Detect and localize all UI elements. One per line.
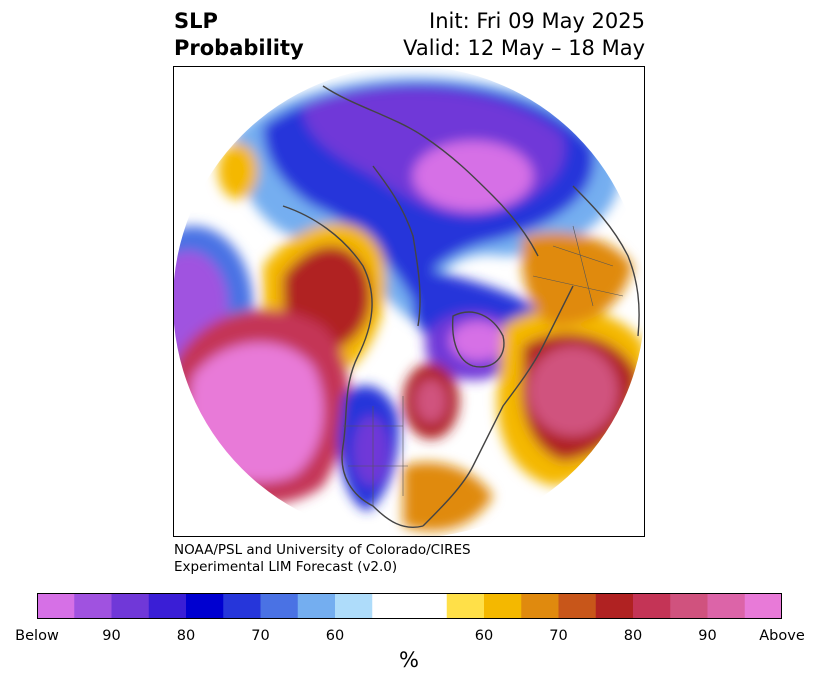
above-normal-pacific — [189, 342, 324, 482]
colorbar-bin — [372, 593, 448, 619]
colorbar-tick-label: 80 — [176, 628, 196, 644]
colorbar-tick-label: 90 — [102, 628, 121, 644]
colorbar-bin — [260, 593, 299, 619]
colorbar-tick-label: Above — [759, 628, 805, 644]
colorbar-tick-label: 60 — [474, 628, 494, 644]
below-normal-hudson-core — [450, 321, 506, 361]
colorbar-bin — [484, 593, 522, 619]
colorbar-bin — [744, 593, 782, 619]
colorbar-tick-label: 60 — [325, 628, 345, 644]
borders — [343, 225, 624, 506]
title-variable: SLP — [174, 9, 218, 33]
colorbar-tick-label: 80 — [623, 628, 643, 644]
colorbar-bin — [633, 593, 671, 619]
colorbar-bin — [707, 593, 746, 619]
above-normal-great-lakes-core — [415, 379, 447, 423]
coastlines — [282, 85, 640, 528]
below-normal-na-trough-core — [353, 416, 389, 486]
credit: NOAA/PSL and University of Colorado/CIRE… — [174, 542, 471, 576]
colorbar-tick-label: 90 — [698, 628, 717, 644]
colorbar-tick-label: Below — [15, 628, 59, 644]
colorbar-bin — [558, 593, 597, 619]
colorbar-bin — [111, 593, 150, 619]
colorbar-bin — [297, 593, 336, 619]
colorbar — [37, 593, 782, 619]
above-normal-atlantic-core — [528, 346, 618, 436]
probability-field — [173, 66, 645, 537]
credit-model: Experimental LIM Forecast (v2.0) — [174, 559, 398, 575]
colorbar-bin — [446, 593, 485, 619]
above-normal-europe — [521, 232, 633, 326]
colorbar-unit: % — [399, 648, 419, 672]
colorbar-bin — [74, 593, 112, 619]
forecast-map — [173, 66, 645, 537]
colorbar-bin — [335, 593, 373, 619]
colorbar-bin — [670, 593, 708, 619]
above-normal-south — [403, 462, 493, 531]
colorbar-bin — [521, 593, 559, 619]
colorbar-bin — [148, 593, 187, 619]
map-title-right: Init: Fri 09 May 2025 Valid: 12 May – 18… — [403, 8, 645, 62]
colorbar-bin — [223, 593, 261, 619]
colorbar-bin — [186, 593, 224, 619]
colorbar-tick-label: 70 — [549, 628, 568, 644]
colorbar-bin — [595, 593, 634, 619]
credit-org: NOAA/PSL and University of Colorado/CIRE… — [174, 542, 471, 558]
map-border — [173, 66, 645, 537]
colorbar-border — [37, 593, 782, 619]
title-metric: Probability — [174, 36, 304, 60]
colorbar-bin — [37, 593, 75, 619]
above-normal-small-west — [218, 143, 258, 199]
valid-range: Valid: 12 May – 18 May — [403, 36, 645, 60]
init-date: Init: Fri 09 May 2025 — [429, 9, 645, 33]
map-title-left: SLP Probability — [174, 8, 304, 62]
colorbar-tick-label: 70 — [251, 628, 270, 644]
